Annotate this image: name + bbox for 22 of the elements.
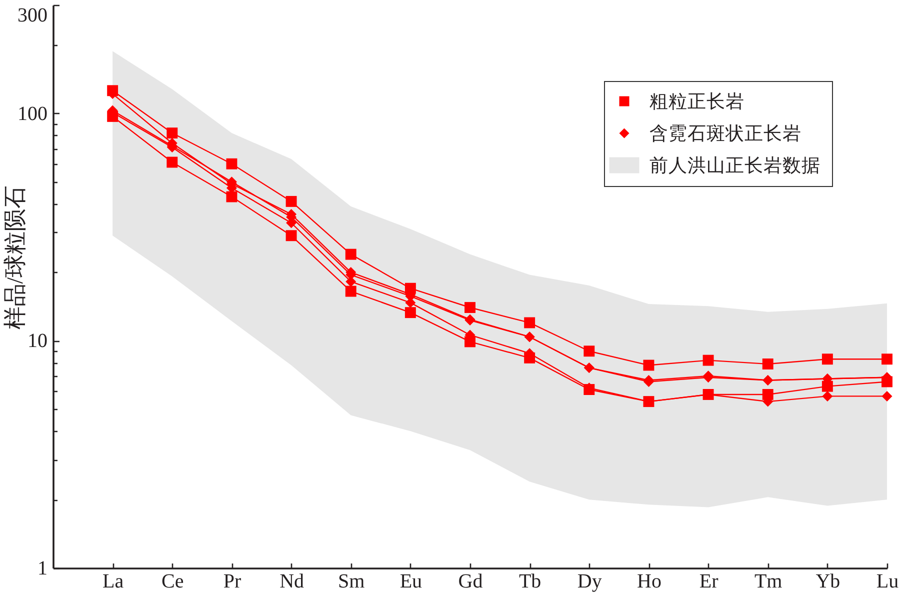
y-tick-label: 1 <box>38 558 48 580</box>
x-tick-label: Dy <box>577 570 602 592</box>
x-tick-label: Nd <box>280 570 304 592</box>
x-tick-label: Tm <box>754 570 783 592</box>
x-tick-label: Ce <box>162 570 184 592</box>
y-tick-label: 10 <box>28 330 48 352</box>
x-tick-label: Yb <box>816 570 840 592</box>
y-axis-title: 样品/球粒陨石 <box>2 185 28 330</box>
x-tick-label: Gd <box>458 570 483 592</box>
y-tick-label: 300 <box>18 4 48 26</box>
legend-label: 粗粒正长岩 <box>650 91 744 112</box>
legend-label: 前人洪山正长岩数据 <box>650 155 820 176</box>
x-tick-label: La <box>102 570 124 592</box>
x-tick-label: Er <box>699 570 719 592</box>
x-tick-label: Tb <box>518 570 542 592</box>
x-tick-label: Pr <box>223 570 242 592</box>
x-tick-label: Lu <box>876 570 899 592</box>
x-tick-label: Ho <box>636 570 662 592</box>
legend-label: 含霓石斑状正长岩 <box>650 123 802 144</box>
y-tick-label: 100 <box>18 102 48 125</box>
x-tick-label: Eu <box>400 570 422 592</box>
x-tick-label: Sm <box>338 570 366 592</box>
